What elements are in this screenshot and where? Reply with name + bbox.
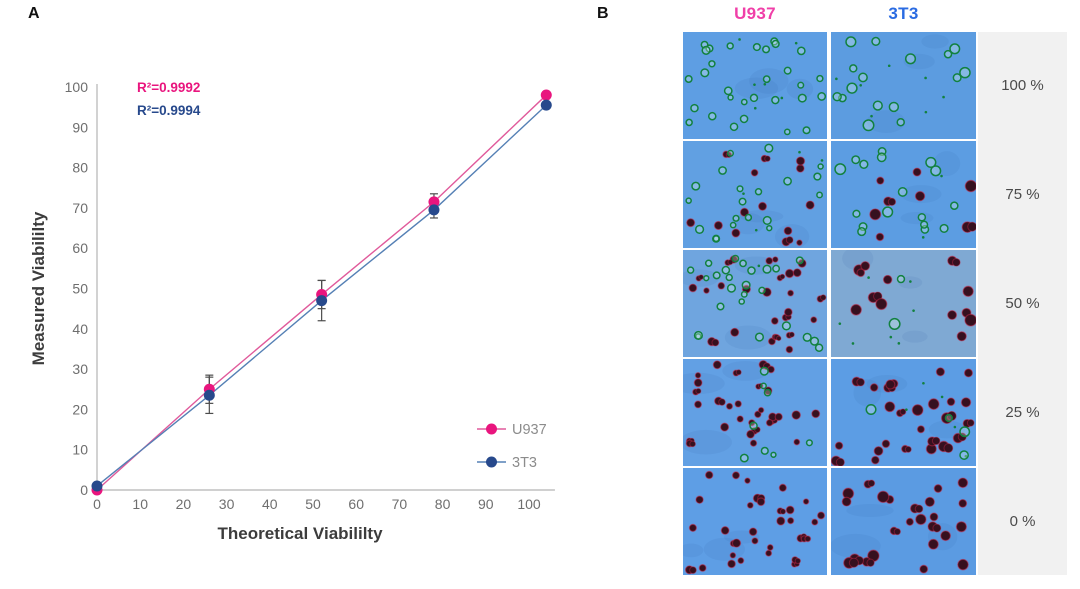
live-cells-layer: [685, 143, 824, 243]
live-cells-layer: [832, 36, 971, 132]
percent-label-0: 0 %: [1009, 513, 1036, 530]
svg-text:90: 90: [478, 496, 494, 512]
svg-text:50: 50: [305, 496, 321, 512]
svg-text:80: 80: [435, 496, 451, 512]
svg-text:0: 0: [93, 496, 101, 512]
micrograph-u937-50%: [683, 250, 827, 357]
dead-cells-layer: [869, 167, 976, 242]
dead-cells-layer: [688, 255, 827, 354]
viability-line-chart: 0 10 20 30 40 50 60 70 80 90 100 0 10 20 30 40 50 60 70 80 9…: [29, 79, 555, 543]
live-cells-layer: [834, 147, 959, 239]
percent-label-50: 50 %: [1005, 295, 1040, 312]
live-cells-layer: [739, 366, 813, 463]
r-squared-u937: R²=0.9992: [137, 80, 200, 95]
svg-text:10: 10: [132, 496, 148, 512]
r-squared-3t3: R²=0.9994: [137, 103, 201, 118]
axes: [96, 84, 555, 491]
series-markers-3t3: [91, 99, 552, 492]
percent-label-25: 25 %: [1005, 404, 1040, 421]
svg-text:0: 0: [80, 482, 88, 498]
micrograph-3t3-50%: [831, 250, 976, 357]
dead-cells-layer: [841, 477, 969, 574]
dead-cells-layer: [686, 150, 815, 247]
svg-text:60: 60: [72, 240, 88, 256]
dead-cells-layer: [685, 359, 821, 448]
svg-text:30: 30: [219, 496, 235, 512]
svg-text:80: 80: [72, 160, 88, 176]
y-axis-label: Measured Viabililty: [29, 211, 48, 365]
dead-cells-layer: [684, 470, 826, 575]
svg-text:90: 90: [72, 119, 88, 135]
axis-labels: Theoretical Viabililty Measured Viabililt…: [29, 211, 383, 543]
svg-text:40: 40: [262, 496, 278, 512]
micrograph-3t3-25%: [831, 359, 976, 466]
dead-cells-layer: [850, 255, 976, 342]
viability-percent-strip: 100 % 75 % 50 % 25 % 0 %: [978, 32, 1067, 575]
live-cells-layer: [684, 37, 827, 136]
svg-text:20: 20: [176, 496, 192, 512]
percent-label-75: 75 %: [1005, 186, 1040, 203]
r-squared-annotations: R²=0.9992 R²=0.9994: [137, 80, 201, 118]
live-cells-layer: [865, 381, 971, 460]
panel-a-label: A: [28, 5, 40, 22]
svg-text:100: 100: [517, 496, 541, 512]
svg-text:20: 20: [72, 401, 88, 417]
svg-text:60: 60: [348, 496, 364, 512]
legend: U937 3T3: [477, 422, 547, 471]
dead-cells-layer: [831, 367, 975, 466]
live-cells-layer: [838, 274, 915, 345]
micrograph-u937-0%: [683, 468, 827, 575]
column-header-u937: U937: [734, 4, 776, 23]
legend-label-3t3: 3T3: [512, 455, 537, 471]
svg-text:30: 30: [72, 361, 88, 377]
column-header-3t3: 3T3: [888, 4, 919, 23]
x-axis-label: Theoretical Viabililty: [218, 524, 384, 543]
live-cells-layer: [686, 254, 824, 352]
micrograph-3t3-100%: [831, 32, 976, 139]
background-smudges: [866, 34, 949, 134]
svg-text:70: 70: [72, 200, 88, 216]
micrograph-3t3-75%: [831, 141, 976, 248]
micrograph-u937-25%: [683, 359, 827, 466]
svg-text:40: 40: [72, 321, 88, 337]
svg-text:10: 10: [72, 442, 88, 458]
tick-labels: 0 10 20 30 40 50 60 70 80 90 100 0 10 20 30 40 50 60 70 80 9…: [65, 79, 541, 512]
micrograph-3t3-0%: [831, 468, 976, 575]
micrograph-u937-75%: [683, 141, 827, 248]
legend-label-u937: U937: [512, 422, 547, 438]
micrograph-u937-100%: [683, 32, 827, 139]
svg-text:70: 70: [392, 496, 408, 512]
svg-text:100: 100: [65, 79, 89, 95]
percent-label-100: 100 %: [1001, 77, 1044, 94]
panel-b-label: B: [597, 5, 609, 22]
svg-text:50: 50: [72, 281, 88, 297]
